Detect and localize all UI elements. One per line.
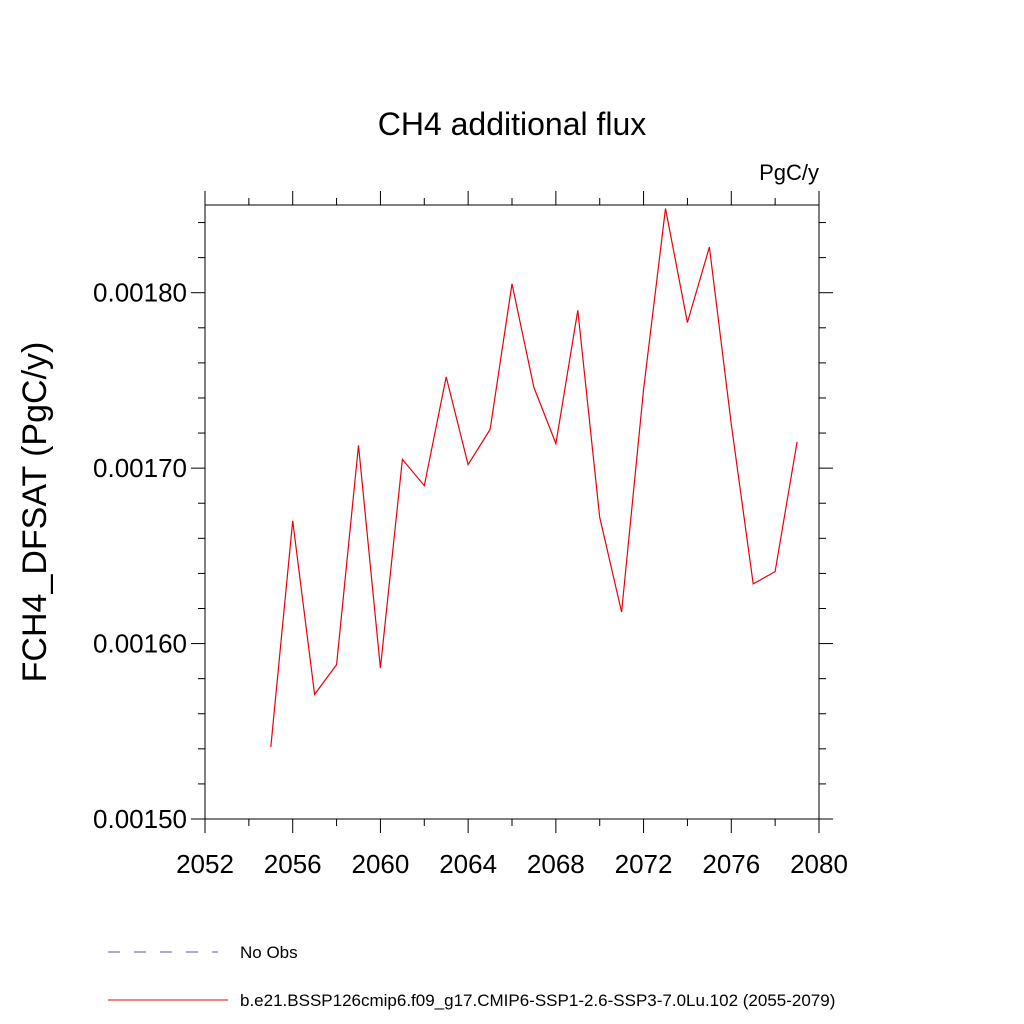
y-tick-label: 0.00150 [93, 804, 187, 834]
x-tick-label: 2072 [615, 849, 673, 879]
x-tick-label: 2064 [439, 849, 497, 879]
axis-ticks [191, 191, 833, 833]
legend: No Obs b.e21.BSSP126cmip6.f09_g17.CMIP6-… [108, 943, 835, 1010]
y-tick-label: 0.00160 [93, 629, 187, 659]
x-tick-label: 2060 [352, 849, 410, 879]
units-label: PgC/y [759, 160, 819, 185]
legend-label-model: b.e21.BSSP126cmip6.f09_g17.CMIP6-SSP1-2.… [240, 991, 835, 1010]
x-tick-label: 2052 [176, 849, 234, 879]
x-tick-label: 2080 [790, 849, 848, 879]
data-series [270, 208, 798, 748]
x-tick-label: 2068 [527, 849, 585, 879]
chart-title: CH4 additional flux [378, 106, 647, 142]
legend-label-no-obs: No Obs [240, 943, 298, 962]
y-tick-label: 0.00180 [93, 278, 187, 308]
x-tick-label: 2076 [702, 849, 760, 879]
x-tick-label: 2056 [264, 849, 322, 879]
y-axis-label: FCH4_DFSAT (PgC/y) [16, 342, 54, 683]
series-line-1 [270, 208, 798, 748]
axis-tick-labels: 2052 2056 2060 2064 2068 2072 2076 2080 0.00150 0… [93, 278, 848, 879]
plot-frame [204, 204, 820, 820]
y-tick-label: 0.00170 [93, 453, 187, 483]
